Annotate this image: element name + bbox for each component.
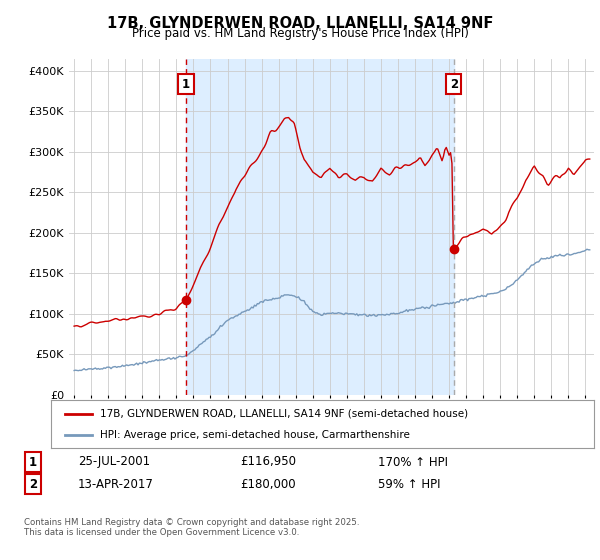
Text: 59% ↑ HPI: 59% ↑ HPI bbox=[378, 478, 440, 491]
Text: £116,950: £116,950 bbox=[240, 455, 296, 469]
Text: 1: 1 bbox=[182, 77, 190, 91]
Text: 17B, GLYNDERWEN ROAD, LLANELLI, SA14 9NF (semi-detached house): 17B, GLYNDERWEN ROAD, LLANELLI, SA14 9NF… bbox=[100, 409, 468, 419]
Text: 1: 1 bbox=[29, 455, 37, 469]
Text: 170% ↑ HPI: 170% ↑ HPI bbox=[378, 455, 448, 469]
Text: 2: 2 bbox=[450, 77, 458, 91]
Bar bbox=[186, 59, 454, 395]
Text: £180,000: £180,000 bbox=[240, 478, 296, 491]
Text: 2: 2 bbox=[29, 478, 37, 491]
Text: 17B, GLYNDERWEN ROAD, LLANELLI, SA14 9NF: 17B, GLYNDERWEN ROAD, LLANELLI, SA14 9NF bbox=[107, 16, 493, 31]
Text: 25-JUL-2001: 25-JUL-2001 bbox=[78, 455, 150, 469]
Text: 13-APR-2017: 13-APR-2017 bbox=[78, 478, 154, 491]
Text: Price paid vs. HM Land Registry's House Price Index (HPI): Price paid vs. HM Land Registry's House … bbox=[131, 27, 469, 40]
Text: HPI: Average price, semi-detached house, Carmarthenshire: HPI: Average price, semi-detached house,… bbox=[100, 430, 410, 440]
Text: Contains HM Land Registry data © Crown copyright and database right 2025.
This d: Contains HM Land Registry data © Crown c… bbox=[24, 518, 359, 538]
